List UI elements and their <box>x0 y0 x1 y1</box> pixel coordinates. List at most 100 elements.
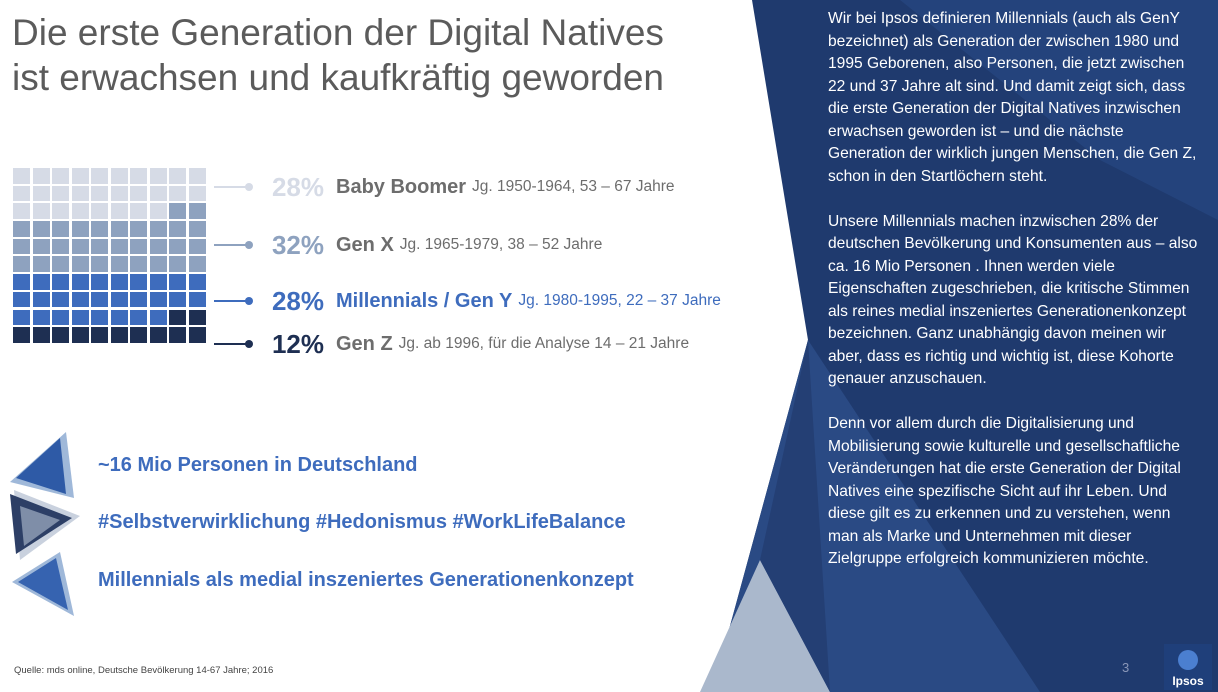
waffle-cell <box>71 185 89 202</box>
waffle-cell <box>188 274 206 290</box>
waffle-cell <box>169 203 186 219</box>
waffle-cell <box>13 168 30 184</box>
waffle-cell <box>52 203 69 219</box>
waffle-cell <box>32 309 50 325</box>
waffle-cell <box>13 238 30 255</box>
waffle-cell <box>32 256 50 272</box>
waffle-cell <box>169 291 186 308</box>
waffle-cell <box>91 221 108 237</box>
waffle-cell <box>71 309 89 325</box>
waffle-cell <box>32 238 50 255</box>
waffle-cell <box>32 185 50 202</box>
legend-years: Jg. 1950-1964, 53 – 67 Jahre <box>472 178 675 195</box>
waffle-cell <box>71 274 89 290</box>
waffle-cell <box>32 221 50 237</box>
legend-percent: 32% <box>271 229 324 260</box>
triangle-bullet-icon <box>10 490 80 560</box>
legend-generation: Baby Boomer <box>336 175 467 198</box>
legend-years: Jg. ab 1996, für die Analyse 14 – 21 Jah… <box>398 335 690 352</box>
waffle-cell <box>71 256 89 272</box>
waffle-cell <box>52 327 69 343</box>
waffle-cell <box>110 309 128 325</box>
waffle-cell <box>149 256 167 272</box>
waffle-cell <box>188 327 206 343</box>
legend-connector <box>214 340 253 348</box>
waffle-cell <box>52 309 69 325</box>
waffle-cell <box>91 256 108 272</box>
source-note: Quelle: mds online, Deutsche Bevölkerung… <box>14 665 274 676</box>
waffle-cell <box>110 291 128 308</box>
panel-paragraph-1: Wir bei Ipsos definieren Millennials (au… <box>828 10 1197 185</box>
waffle-cell <box>52 168 69 184</box>
waffle-cell <box>71 238 89 255</box>
waffle-cell <box>91 168 108 184</box>
legend-row-gen-x: 32% Gen X Jg. 1965-1979, 38 – 52 Jahre <box>214 230 602 260</box>
waffle-cell <box>130 185 147 202</box>
waffle-cell <box>91 274 108 290</box>
waffle-cell <box>13 291 30 308</box>
waffle-cell <box>130 221 147 237</box>
waffle-cell <box>110 203 128 219</box>
ipsos-logo-mark <box>1178 650 1198 670</box>
waffle-cell <box>169 309 186 325</box>
waffle-cell <box>169 238 186 255</box>
waffle-cell <box>149 309 167 325</box>
page-title: Die erste Generation der Digital Natives… <box>12 10 772 100</box>
waffle-cell <box>110 327 128 343</box>
waffle-cell <box>110 221 128 237</box>
legend-generation: Millennials / Gen Y <box>336 289 513 312</box>
waffle-cell <box>110 256 128 272</box>
bullet-hashtags: #Selbstverwirklichung #Hedonismus #WorkL… <box>98 511 626 533</box>
legend-connector <box>214 183 253 191</box>
waffle-cell <box>149 238 167 255</box>
waffle-cell <box>13 309 30 325</box>
waffle-cell <box>52 185 69 202</box>
waffle-cell <box>149 291 167 308</box>
waffle-cell <box>149 203 167 219</box>
triangle-bullet-icon <box>12 552 74 616</box>
title-line-1: Die erste Generation der Digital Natives <box>12 12 664 53</box>
waffle-cell <box>188 221 206 237</box>
legend-row-baby-boomer: 28% Baby Boomer Jg. 1950-1964, 53 – 67 J… <box>214 172 675 202</box>
ipsos-logo-text: Ipsos <box>1172 674 1204 688</box>
waffle-cell <box>130 291 147 308</box>
legend-years: Jg. 1965-1979, 38 – 52 Jahre <box>399 236 603 253</box>
waffle-cell <box>188 256 206 272</box>
waffle-cell <box>91 185 108 202</box>
waffle-cell <box>130 238 147 255</box>
waffle-cell <box>52 291 69 308</box>
ipsos-logo: Ipsos <box>1164 644 1212 690</box>
waffle-cell <box>71 327 89 343</box>
legend-connector <box>214 297 253 305</box>
page-number: 3 <box>1122 660 1130 675</box>
waffle-cell <box>13 221 30 237</box>
panel-paragraph-3: Denn vor allem durch die Digitalisierung… <box>828 415 1181 567</box>
bullet-population: ~16 Mio Personen in Deutschland <box>98 454 418 476</box>
title-line-2: ist erwachsen und kaufkräftig geworden <box>12 57 664 98</box>
waffle-cell <box>169 221 186 237</box>
waffle-cell <box>149 185 167 202</box>
waffle-cell <box>149 221 167 237</box>
waffle-cell <box>130 309 147 325</box>
waffle-chart <box>13 168 206 343</box>
waffle-cell <box>130 327 147 343</box>
waffle-cell <box>13 256 30 272</box>
waffle-cell <box>188 185 206 202</box>
legend-generation: Gen Z <box>336 332 393 355</box>
waffle-cell <box>32 168 50 184</box>
legend-row-gen-z: 12% Gen Z Jg. ab 1996, für die Analyse 1… <box>214 329 689 359</box>
legend-percent: 28% <box>271 285 324 316</box>
waffle-cell <box>110 168 128 184</box>
waffle-cell <box>52 274 69 290</box>
waffle-cell <box>188 291 206 308</box>
waffle-cell <box>52 238 69 255</box>
waffle-cell <box>110 185 128 202</box>
waffle-cell <box>188 238 206 255</box>
legend-connector <box>214 241 253 249</box>
waffle-cell <box>13 274 30 290</box>
waffle-cell <box>110 238 128 255</box>
legend-percent: 28% <box>271 171 324 202</box>
waffle-cell <box>32 291 50 308</box>
waffle-cell <box>71 203 89 219</box>
waffle-cell <box>13 185 30 202</box>
